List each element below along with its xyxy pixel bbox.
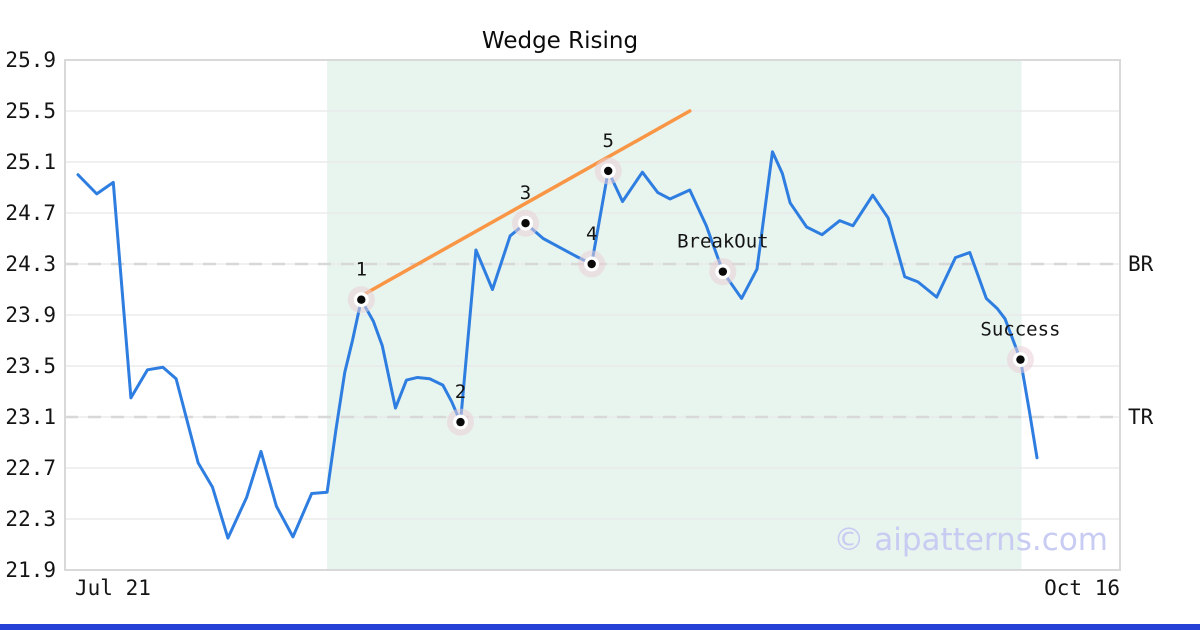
y-tick-label: 21.9: [5, 558, 56, 582]
y-tick-label: 23.9: [5, 303, 56, 327]
marker-dot-5: [604, 166, 613, 176]
y-tick-label: 24.3: [5, 252, 56, 276]
annotation-label-2: 2: [455, 381, 466, 403]
y-tick-label: 25.9: [5, 48, 56, 72]
watermark: © aipatterns.com: [833, 522, 1108, 558]
annotation-label-4: 4: [586, 223, 597, 245]
annotation-label-3: 3: [520, 182, 531, 204]
level-label-BR: BR: [1128, 252, 1154, 276]
x-axis-end-label: Oct 16: [1044, 576, 1120, 600]
y-tick-label: 25.1: [5, 150, 56, 174]
marker-dot-4: [587, 259, 596, 269]
trendline: [359, 109, 692, 298]
y-tick-label: 22.7: [5, 456, 56, 480]
y-tick-label: 25.5: [5, 99, 56, 123]
chart-title: Wedge Rising: [481, 28, 639, 54]
marker-dot-3: [521, 219, 530, 228]
plot-border: [64, 59, 1121, 571]
level-label-TR: TR: [1128, 405, 1154, 429]
marker-dot-2: [456, 417, 465, 427]
y-tick-label: 24.7: [5, 201, 56, 225]
marker-dot-BreakOut: [718, 267, 728, 276]
y-tick-label: 23.5: [5, 354, 56, 378]
marker-dot-1: [357, 295, 366, 304]
y-tick-label: 22.3: [5, 507, 56, 531]
marker-dot-Success: [1016, 355, 1025, 364]
price-line: [76, 150, 1039, 540]
bottom-accent-bar: [0, 624, 1200, 630]
x-axis-start-label: Jul 21: [75, 576, 151, 600]
annotation-label-1: 1: [356, 259, 367, 281]
annotation-label-5: 5: [602, 130, 613, 152]
y-tick-label: 23.1: [5, 405, 56, 429]
annotation-label-Success: Success: [980, 319, 1060, 341]
annotation-label-BreakOut: BreakOut: [677, 231, 769, 253]
